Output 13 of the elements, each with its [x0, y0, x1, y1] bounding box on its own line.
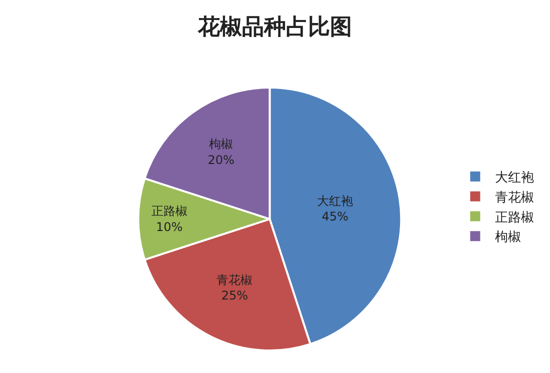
slice-label: 正路椒: [151, 204, 188, 218]
data-label: 25%: [221, 288, 248, 302]
data-label: 10%: [156, 220, 183, 234]
data-label: 45%: [322, 209, 348, 224]
chart-title: 花椒品种占比图: [197, 15, 352, 40]
legend-label: 青花椒: [495, 190, 534, 206]
slice-label: 大红袍: [317, 194, 354, 208]
slice-label: 枸椒: [209, 137, 234, 152]
legend-label: 大红袍: [495, 170, 534, 186]
legend-label: 正路椒: [495, 210, 534, 226]
legend-label: 枸椒: [495, 230, 522, 246]
data-label: 20%: [208, 152, 234, 167]
slice-label: 青花椒: [216, 272, 253, 287]
